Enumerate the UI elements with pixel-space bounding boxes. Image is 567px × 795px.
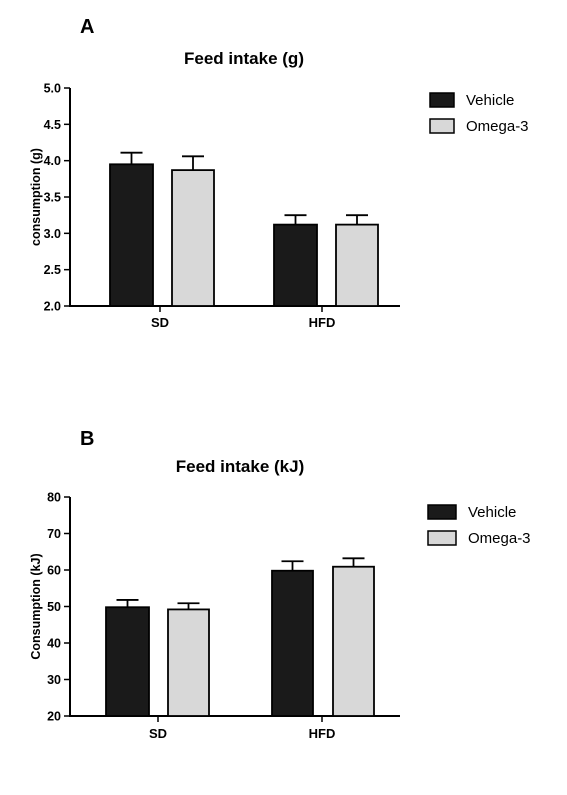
y-tick-label: 80	[47, 491, 61, 505]
legend-swatch	[427, 530, 457, 546]
chart-title: Feed intake (g)	[184, 49, 304, 68]
legend-swatch	[429, 118, 455, 134]
bar-omega-3-hfd	[335, 223, 379, 307]
legend-swatch	[427, 504, 457, 520]
y-tick-label: 4.0	[44, 154, 61, 168]
x-category-label: HFD	[309, 315, 336, 330]
bar-vehicle-sd	[105, 606, 150, 717]
y-tick-label: 60	[47, 564, 61, 578]
x-category-label: HFD	[309, 726, 336, 741]
bar-omega-3-sd	[171, 169, 215, 307]
y-tick-label: 3.0	[44, 227, 61, 241]
legend-swatch	[429, 92, 455, 108]
bar-vehicle-hfd	[273, 223, 318, 307]
y-tick-label: 70	[47, 527, 61, 541]
panel-label: A	[80, 16, 94, 38]
y-tick-label: 50	[47, 600, 61, 614]
y-tick-label: 2.0	[44, 300, 61, 314]
y-tick-label: 3.5	[44, 191, 61, 205]
legend-label: Omega-3	[466, 118, 529, 135]
y-axis-label: Consumption (kJ)	[29, 553, 43, 659]
y-axis-label: consumption (g)	[29, 148, 43, 246]
legend-label: Omega-3	[468, 530, 531, 547]
y-tick-label: 20	[47, 710, 61, 724]
y-tick-label: 5.0	[44, 82, 61, 96]
bar-omega-3-hfd	[332, 565, 375, 717]
y-tick-label: 40	[47, 637, 61, 651]
chart-panel-a: A Feed intake (g) 2.0 2.5 3.0 3.5 4.0 4.5 5.0 SD H…	[29, 16, 529, 330]
y-tick-label: 4.5	[44, 118, 61, 132]
bar-vehicle-sd	[109, 163, 154, 307]
bar-omega-3-sd	[167, 608, 210, 717]
chart-title: Feed intake (kJ)	[176, 457, 305, 476]
bar-vehicle-hfd	[271, 569, 314, 717]
panel-label: B	[80, 428, 94, 450]
x-category-label: SD	[149, 726, 167, 741]
chart-panel-b: B Feed intake (kJ) 20 30 40 50 60 70 80 SD HFD Cons…	[29, 428, 531, 741]
y-tick-label: 30	[47, 673, 61, 687]
legend-label: Vehicle	[466, 92, 514, 109]
x-category-label: SD	[151, 315, 169, 330]
y-tick-label: 2.5	[44, 263, 61, 277]
legend-label: Vehicle	[468, 504, 516, 521]
